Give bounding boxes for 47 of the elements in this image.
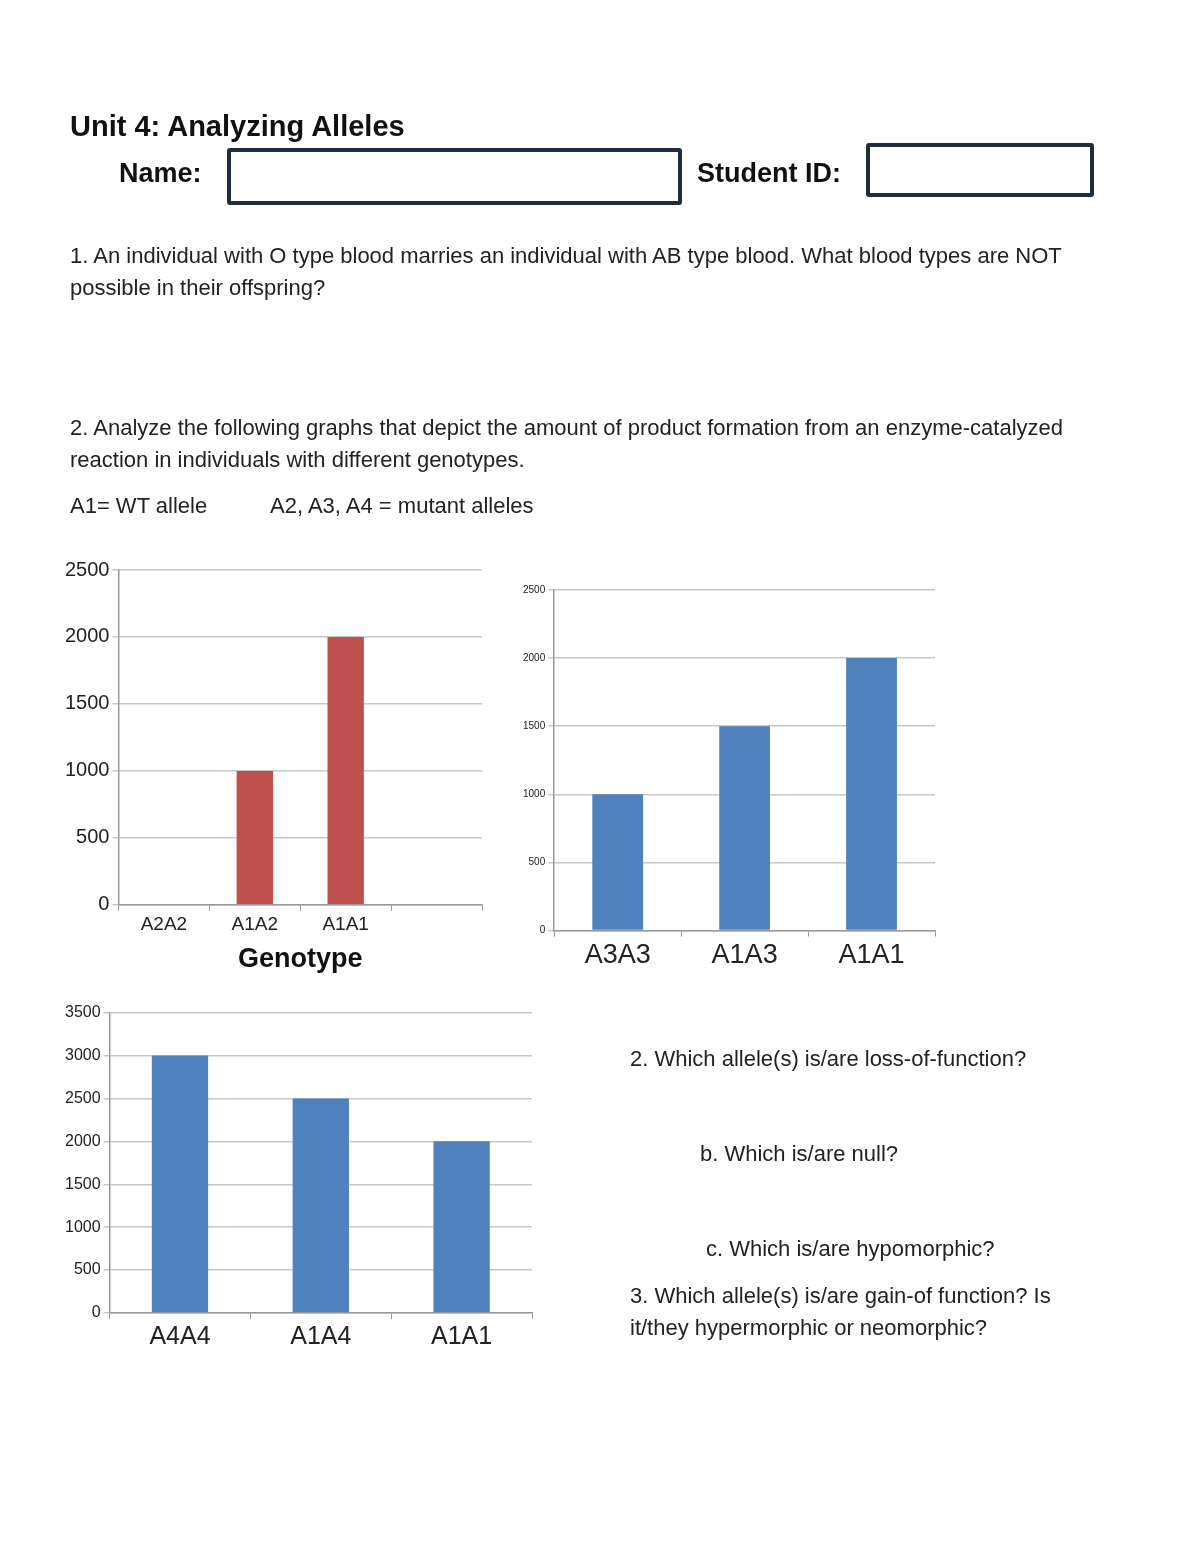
x-tick-label: A1A1 — [838, 939, 905, 970]
y-tick-label: 2500 — [523, 583, 546, 595]
x-tick-label: A1A1 — [322, 913, 369, 935]
y-tick-label: 2500 — [65, 1088, 101, 1106]
y-tick-label: 0 — [539, 924, 546, 936]
y-tick-label: 0 — [98, 892, 110, 915]
text: 1. An individual with O type blood marries an individual with AB type blood. What blood types are NOT possible in their offspring? — [70, 242, 1063, 302]
bar — [151, 1055, 209, 1313]
x-tick-label: A4A4 — [149, 1320, 211, 1349]
y-tick-label: 1500 — [523, 719, 546, 731]
y-tick-label: 1000 — [64, 758, 110, 781]
bar — [846, 658, 897, 930]
y-tick-label: 500 — [528, 856, 546, 868]
y-tick-label: 2500 — [64, 557, 110, 580]
bar — [592, 794, 644, 930]
x-axis-title: Genotype — [237, 943, 363, 974]
y-tick-label: 1000 — [65, 1217, 101, 1235]
y-tick-label: 1000 — [523, 788, 546, 800]
text: Name: — [119, 158, 202, 189]
y-tick-label: 2000 — [523, 651, 546, 663]
y-tick-label: 2000 — [65, 1131, 101, 1149]
y-tick-label: 500 — [73, 1260, 101, 1278]
text: c. Which is/are hypomorphic? — [706, 1235, 996, 1263]
y-tick-label: 500 — [76, 825, 110, 848]
x-tick-label: A1A4 — [290, 1320, 352, 1349]
x-tick-label: A1A3 — [711, 939, 778, 970]
y-tick-label: 0 — [91, 1303, 101, 1321]
text: 3. Which allele(s) is/are gain-of function? Is it/they hypermorphic or neomorphic? — [630, 1282, 1052, 1342]
text: b. Which is/are null? — [700, 1140, 900, 1168]
text: A1= WT allele — [70, 492, 208, 520]
y-tick-label: 2000 — [64, 624, 110, 647]
x-tick-label: A3A3 — [584, 939, 651, 970]
x-tick-label: A2A2 — [140, 913, 188, 935]
text: 2. Which allele(s) is/are loss-of-function? — [630, 1045, 1028, 1073]
y-tick-label: 1500 — [65, 1174, 101, 1192]
y-tick-label: 3000 — [65, 1045, 101, 1063]
bar — [719, 726, 771, 930]
text: Student ID: — [697, 158, 841, 189]
text: 2. Analyze the following graphs that depict the amount of product formation from an enzyme-catalyzed reaction in individuals with different genotypes. — [70, 414, 1064, 474]
y-tick-label: 1500 — [64, 691, 110, 714]
chart-title: Unit 4: Analyzing Alleles — [70, 110, 405, 143]
x-tick-label: A1A1 — [431, 1320, 493, 1349]
x-tick-label: A1A2 — [231, 913, 279, 935]
text: A2, A3, A4 = mutant alleles — [270, 492, 534, 520]
bar — [433, 1141, 490, 1313]
bar — [292, 1098, 349, 1313]
y-tick-label: 3500 — [65, 1003, 101, 1021]
